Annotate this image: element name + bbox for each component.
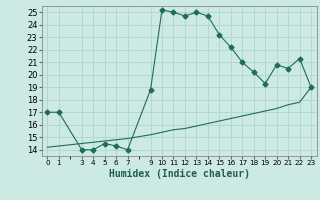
- X-axis label: Humidex (Indice chaleur): Humidex (Indice chaleur): [109, 169, 250, 179]
